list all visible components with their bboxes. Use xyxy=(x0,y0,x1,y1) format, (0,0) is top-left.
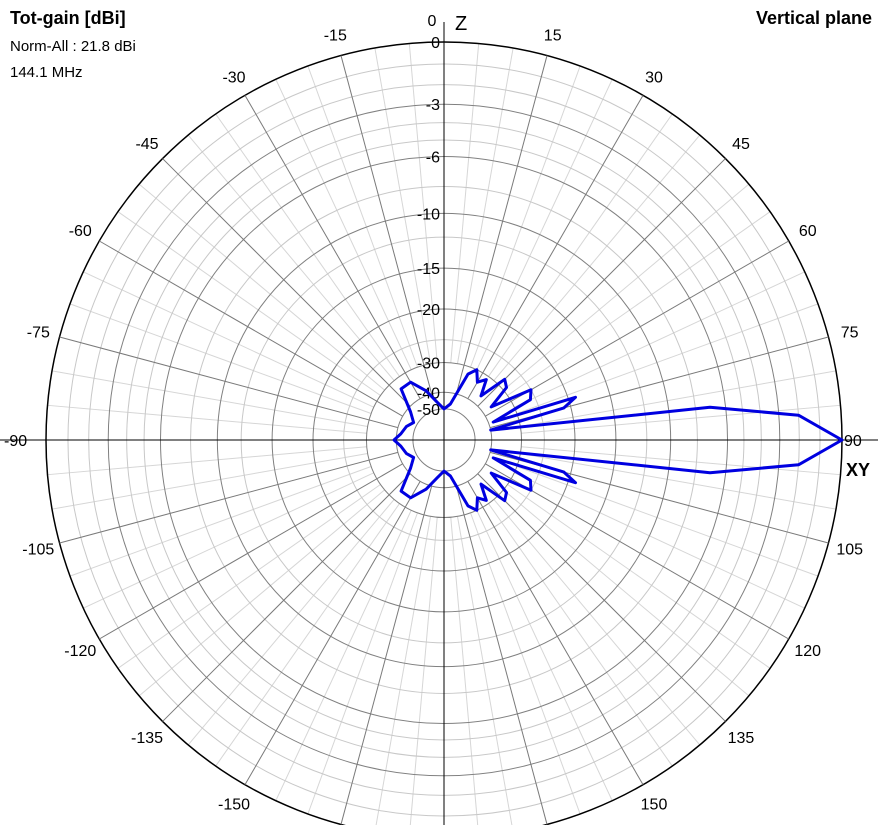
angle-label: -45 xyxy=(135,136,158,153)
angle-label: 75 xyxy=(841,324,859,341)
radial-label: -20 xyxy=(417,302,440,319)
pattern-series xyxy=(392,368,844,512)
major-spoke xyxy=(244,95,421,399)
radial-label: -50 xyxy=(417,402,440,419)
chart-title: Tot-gain [dBi] xyxy=(10,8,126,28)
radial-label: -15 xyxy=(417,261,440,278)
fine-spoke xyxy=(83,271,374,408)
plane-label: Vertical plane xyxy=(755,8,872,28)
radiation-pattern xyxy=(392,368,844,512)
fine-spoke xyxy=(187,134,395,381)
frequency-text: 144.1 MHz xyxy=(10,64,83,81)
angle-label: -30 xyxy=(222,69,245,86)
major-spoke xyxy=(477,473,726,722)
fine-spoke xyxy=(514,271,805,408)
major-spoke xyxy=(59,336,399,429)
fine-spoke xyxy=(456,516,513,825)
angle-label: -75 xyxy=(27,324,50,341)
angle-label: -15 xyxy=(324,27,347,44)
fine-spoke xyxy=(409,517,438,825)
radial-label: -3 xyxy=(426,97,440,114)
major-spoke xyxy=(340,485,433,825)
angle-label: -60 xyxy=(69,223,92,240)
angle-label: 135 xyxy=(728,730,755,747)
fine-spoke xyxy=(493,499,701,746)
angle-label: 45 xyxy=(732,136,750,153)
radial-label: 0 xyxy=(431,35,440,52)
fine-spoke xyxy=(503,489,750,697)
fine-spoke xyxy=(275,510,412,801)
radial-tick-labels: 0-3-6-10-15-20-30-40-50 xyxy=(417,35,440,419)
fine-spoke xyxy=(476,79,613,370)
major-spoke xyxy=(455,485,548,825)
major-spoke xyxy=(455,55,548,395)
major-spoke xyxy=(477,158,726,407)
major-spoke xyxy=(467,481,644,785)
major-spoke xyxy=(244,481,421,785)
major-spoke xyxy=(99,463,403,640)
fine-spoke xyxy=(450,517,479,825)
angular-grid-major xyxy=(59,55,829,825)
angle-label: -105 xyxy=(22,542,54,559)
axis-label-z: Z xyxy=(455,13,467,35)
angle-label: 0 xyxy=(428,13,437,30)
fine-spoke xyxy=(503,183,750,391)
main-axes xyxy=(0,22,878,825)
radial-label: -10 xyxy=(417,206,440,223)
fine-spoke xyxy=(51,452,368,510)
major-spoke xyxy=(59,451,399,544)
angle-tick-labels: -150-135-120-105-90-75-60-45-30-15015304… xyxy=(4,13,863,814)
fine-spoke xyxy=(138,489,385,697)
fine-spoke xyxy=(138,183,385,391)
radial-label: -6 xyxy=(426,149,440,166)
angle-label: 105 xyxy=(836,542,863,559)
major-spoke xyxy=(162,473,411,722)
radial-label: -30 xyxy=(417,355,440,372)
major-spoke xyxy=(485,463,789,640)
normalization-text: Norm-All : 21.8 dBi xyxy=(10,38,136,55)
angle-label: 150 xyxy=(641,797,668,814)
fine-spoke xyxy=(493,134,701,381)
angle-label: 60 xyxy=(799,223,817,240)
angle-label: 120 xyxy=(794,643,821,660)
fine-spoke xyxy=(47,404,367,434)
major-spoke xyxy=(340,55,433,395)
fine-spoke xyxy=(275,79,412,370)
axis-label-xy: XY xyxy=(846,460,870,480)
angle-label: -150 xyxy=(218,797,250,814)
fine-spoke xyxy=(450,43,480,363)
fine-spoke xyxy=(47,446,367,476)
angle-label: -120 xyxy=(64,643,96,660)
fine-spoke xyxy=(476,510,613,801)
fine-spoke xyxy=(514,472,805,609)
major-spoke xyxy=(162,158,411,407)
fine-spoke xyxy=(456,47,514,364)
angle-label: 15 xyxy=(544,27,562,44)
angle-label: 30 xyxy=(645,69,663,86)
fine-spoke xyxy=(187,499,395,746)
fine-spoke xyxy=(83,472,374,609)
angle-label: 90 xyxy=(844,433,862,450)
major-spoke xyxy=(485,240,789,417)
fine-spoke xyxy=(51,370,368,428)
major-spoke xyxy=(99,240,403,417)
fine-spoke xyxy=(375,516,432,825)
angle-label: -90 xyxy=(4,433,27,450)
major-spoke xyxy=(467,95,644,399)
angle-label: -135 xyxy=(131,730,163,747)
